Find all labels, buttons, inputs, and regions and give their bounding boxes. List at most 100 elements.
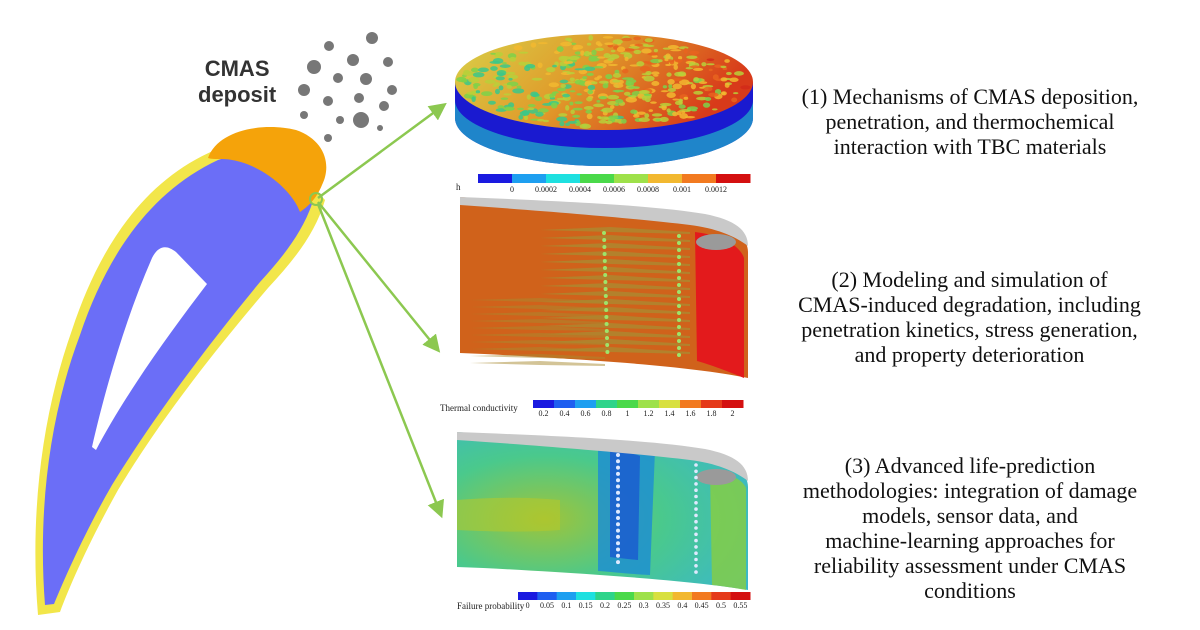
colorbar-segment [634, 592, 654, 600]
colorbar-tick-label: 0.8 [602, 409, 612, 418]
colorbar-tick-label: 0.25 [617, 601, 631, 610]
colorbar-segment [680, 400, 702, 408]
colorbar-tick-label: 0.4 [677, 601, 687, 610]
colorbar-tick-label: 1.6 [686, 409, 696, 418]
colorbar-tick-label: 0.3 [639, 601, 649, 610]
colorbar-tick-label: 0 [526, 601, 530, 610]
cmas-label-line1: CMAS [204, 56, 270, 81]
colorbar-tick-label: 0.15 [579, 601, 593, 610]
colorbar-segment [653, 592, 674, 600]
caption-line: methodologies: integration of damage [802, 478, 1138, 503]
colorbar-segment [556, 592, 577, 600]
colorbar-tick-label: 0.5 [716, 601, 726, 610]
caption-line: (1) Mechanisms of CMAS deposition, [801, 84, 1139, 109]
colorbar-segment [614, 174, 649, 183]
blade-body [42, 156, 312, 605]
colorbar-segment [546, 174, 581, 183]
colorbar-segment [595, 592, 616, 600]
colorbar-tick-label: 0.2 [539, 409, 549, 418]
blade-cooling-cavity [92, 247, 207, 450]
colorbar-segment [614, 592, 635, 600]
colorbar-segment [518, 592, 538, 600]
caption-line: models, sensor data, and [862, 503, 1078, 528]
cmas-label-line2: deposit [198, 82, 277, 107]
caption-line: penetration, and thermochemical [825, 109, 1115, 134]
colorbar-tick-label: 0.0002 [535, 185, 557, 194]
colorbar-tick-label: 0.0004 [569, 185, 591, 194]
colorbar-segment [648, 174, 683, 183]
colorbar-tick-label: 0.35 [656, 601, 670, 610]
colorbar-tick-label: 1.8 [707, 409, 717, 418]
colorbar-segment [659, 400, 681, 408]
colorbar-tick-label: 0.0012 [705, 185, 727, 194]
colorbar-tick-label: 0.05 [540, 601, 554, 610]
colorbar-failure-probability: Failure probability 0 0.05 0.1 0.15 0.2 0.25 0… [457, 592, 751, 611]
caption-line: penetration kinetics, stress generation, [801, 317, 1138, 342]
colorbar-tick-label: 0 [510, 185, 514, 194]
colorbar-title: h [456, 182, 461, 192]
colorbar-segment [716, 174, 751, 183]
disk-surface-texture [456, 34, 751, 129]
colorbar-tick-label: 1.2 [644, 409, 654, 418]
panel-degradation-image [460, 197, 748, 378]
caption-line: (2) Modeling and simulation of [831, 267, 1108, 292]
arrow-to-panel-3 [316, 203, 444, 519]
caption-line: conditions [924, 578, 1016, 603]
caption-degradation: (2) Modeling and simulation of CMAS-indu… [762, 267, 1177, 367]
caption-line: interaction with TBC materials [833, 134, 1107, 159]
colorbar-segment [701, 400, 723, 408]
colorbar-segment [638, 400, 660, 408]
colorbar-segment [711, 592, 732, 600]
cmas-particles [298, 32, 397, 142]
colorbar-thermal-conductivity: Thermal conductivity 0.2 0.4 0.6 0.8 1 1.2 1.4… [440, 400, 744, 418]
colorbar-tick-label: 0.55 [733, 601, 747, 610]
colorbar-title: Thermal conductivity [440, 403, 518, 413]
caption-deposition: (1) Mechanisms of CMAS deposition, penet… [765, 84, 1175, 159]
colorbar-segment [596, 400, 618, 408]
panel-deposition-image [455, 34, 753, 166]
caption-life-prediction: (3) Advanced life-prediction methodologi… [765, 453, 1175, 603]
colorbar-tick-label: 0.45 [695, 601, 709, 610]
arrow-to-panel-2 [317, 201, 441, 353]
turbine-blade [35, 127, 327, 615]
magnifier-circle [309, 192, 323, 206]
cooling-holes [616, 453, 698, 574]
caption-line: CMAS-induced degradation, including [798, 292, 1141, 317]
colorbar-tick-label: 0.4 [560, 409, 570, 418]
colorbar-tick-label: 0.0008 [637, 185, 659, 194]
colorbar-segment [576, 592, 596, 600]
colorbar-segment [722, 400, 744, 408]
colorbar-segment [478, 174, 513, 183]
colorbar-tick-label: 0.1 [561, 601, 571, 610]
colorbar-segment [672, 592, 693, 600]
connector-arrows [316, 102, 447, 519]
colorbar-tick-label: 2 [731, 409, 735, 418]
colorbar-segment [554, 400, 576, 408]
colorbar-segment [730, 592, 751, 600]
colorbar-segment [512, 174, 547, 183]
cmas-deposit-label: CMAS deposit [198, 56, 276, 108]
cooling-holes [602, 231, 681, 357]
colorbar-segment [617, 400, 639, 408]
caption-line: (3) Advanced life-prediction [844, 453, 1096, 478]
colorbar-tick-label: 0.6 [581, 409, 591, 418]
panel-life-prediction-image [457, 432, 748, 590]
colorbar-tick-label: 1 [626, 409, 630, 418]
colorbar-segment [537, 592, 558, 600]
colorbar-segment [533, 400, 555, 408]
colorbar-segment [692, 592, 712, 600]
colorbar-tick-label: 0.001 [673, 185, 691, 194]
colorbar-tick-label: 0.2 [600, 601, 610, 610]
caption-line: machine-learning approaches for [825, 528, 1115, 553]
colorbar-tick-label: 0.0006 [603, 185, 625, 194]
arrow-to-panel-1 [317, 102, 447, 200]
cmas-deposit-layer [208, 127, 327, 212]
colorbar-segment [575, 400, 597, 408]
colorbar-title: Failure probability [457, 601, 525, 611]
colorbar-tick-label: 1.4 [665, 409, 675, 418]
caption-line: and property deterioration [854, 342, 1085, 367]
penetration-bands [470, 227, 690, 366]
caption-line: reliability assessment under CMAS [813, 553, 1127, 578]
colorbar-h: h 0 0.0002 0.0004 0.0006 0.0008 0.001 0.0012 [456, 174, 751, 194]
